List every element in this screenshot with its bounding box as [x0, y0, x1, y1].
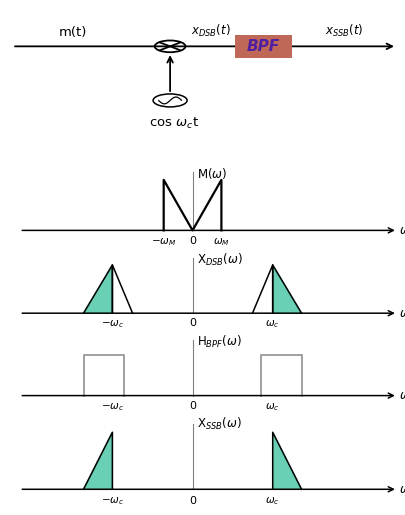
Polygon shape — [83, 265, 112, 313]
Text: $\omega$: $\omega$ — [399, 307, 405, 320]
Text: X$_{SSB}$($\omega$): X$_{SSB}$($\omega$) — [197, 416, 242, 433]
Text: m(t): m(t) — [59, 26, 87, 39]
Text: $-\omega_M$: $-\omega_M$ — [151, 236, 177, 248]
Text: $\omega_M$: $\omega_M$ — [213, 236, 230, 248]
Polygon shape — [273, 265, 302, 313]
Text: $x_{DSB}(t)$: $x_{DSB}(t)$ — [191, 23, 230, 39]
Text: $\omega$: $\omega$ — [399, 224, 405, 237]
Bar — [235, 35, 292, 58]
Text: H$_{BPF}$($\omega$): H$_{BPF}$($\omega$) — [197, 334, 242, 350]
Text: $\omega_c$: $\omega_c$ — [265, 318, 280, 330]
Text: cos $\omega_c$t: cos $\omega_c$t — [149, 116, 199, 131]
Text: $\omega$: $\omega$ — [399, 483, 405, 496]
Polygon shape — [273, 432, 302, 489]
Text: M($\omega$): M($\omega$) — [197, 166, 228, 181]
Text: X$_{DSB}$($\omega$): X$_{DSB}$($\omega$) — [197, 251, 243, 268]
Text: $\omega$: $\omega$ — [399, 389, 405, 402]
Text: 0: 0 — [189, 318, 196, 329]
Text: 0: 0 — [189, 236, 196, 246]
Text: $-\omega_c$: $-\omega_c$ — [101, 401, 124, 413]
Text: 0: 0 — [189, 401, 196, 411]
Text: $x_{SSB}(t)$: $x_{SSB}(t)$ — [325, 23, 364, 39]
Text: 0: 0 — [189, 495, 196, 506]
Text: $-\omega_c$: $-\omega_c$ — [101, 318, 124, 330]
Polygon shape — [83, 432, 112, 489]
Text: $\omega_c$: $\omega_c$ — [265, 495, 280, 507]
Text: BPF: BPF — [247, 39, 280, 54]
Text: $-\omega_c$: $-\omega_c$ — [101, 495, 124, 507]
Text: $\omega_c$: $\omega_c$ — [265, 401, 280, 413]
